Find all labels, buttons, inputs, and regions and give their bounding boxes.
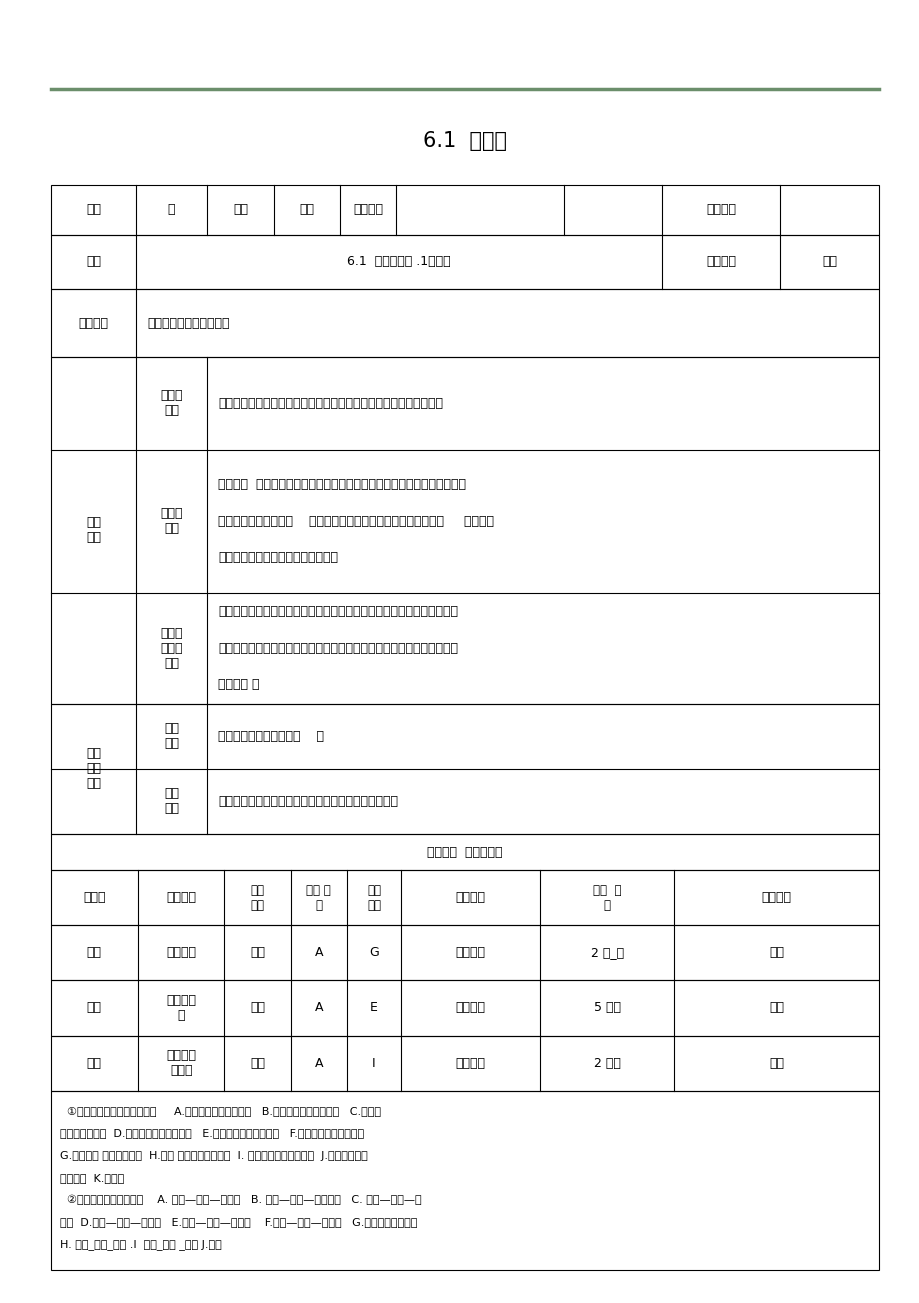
Text: 拓展知识: 拓展知识 <box>455 946 485 959</box>
Text: 图片: 图片 <box>250 946 265 959</box>
Text: 课题: 课题 <box>85 255 101 268</box>
Text: 教学
目标: 教学 目标 <box>85 516 101 545</box>
Bar <box>51 704 878 834</box>
Text: 6.1  平方根（第 .1课时）: 6.1 平方根（第 .1课时） <box>347 255 450 268</box>
Text: 自制: 自制 <box>768 946 783 959</box>
Text: 授课类型: 授课类型 <box>706 255 735 268</box>
Bar <box>51 980 878 1036</box>
Text: 趣与信心 。: 趣与信心 。 <box>218 679 259 691</box>
Text: 下载: 下载 <box>768 1057 783 1070</box>
Text: 课标依据: 课标依据 <box>78 317 108 330</box>
Text: I: I <box>372 1057 375 1070</box>
Text: 科目: 科目 <box>233 203 248 216</box>
Bar <box>51 834 878 870</box>
Text: 掌握算术平方根的概念，能通过开方运算求一个非负数算术平方根。: 掌握算术平方根的概念，能通过开方运算求一个非负数算术平方根。 <box>218 397 443 409</box>
Text: E: E <box>369 1002 378 1014</box>
Text: 法，提高理解能力和语言表达能力。: 法，提高理解能力和语言表达能力。 <box>218 551 337 564</box>
Text: 5 分钟: 5 分钟 <box>593 1002 620 1014</box>
Text: 情感态度
价值观: 情感态度 价值观 <box>166 1049 196 1078</box>
Text: 算术平方根的概念和性质: 算术平方根的概念和性质 <box>147 317 230 330</box>
Text: 2 分钟: 2 分钟 <box>593 1057 620 1070</box>
Text: 证，建立概念：  D.提供示范，正确操作；   E.呼现过程，形成表象；   F.演绎原理，启发思维；: 证，建立概念： D.提供示范，正确操作； E.呼现过程，形成表象； F.演绎原理… <box>60 1128 364 1139</box>
Text: 学习目标: 学习目标 <box>166 891 196 904</box>
Text: A: A <box>314 1002 323 1014</box>
Text: 算术平方根的概念和性质    。: 算术平方根的概念和性质 。 <box>218 730 323 743</box>
Text: 数学: 数学 <box>300 203 314 216</box>
Text: 介绍: 介绍 <box>86 946 102 959</box>
Bar <box>51 1036 878 1091</box>
Text: 准确理解把握概念，将对知识的理解转化为数学技能，鼓励学生积极主动: 准确理解把握概念，将对知识的理解转化为数学技能，鼓励学生积极主动 <box>218 606 458 618</box>
Text: 教学
重点: 教学 重点 <box>164 722 179 751</box>
Bar <box>51 870 878 925</box>
Text: 图片: 图片 <box>250 1057 265 1070</box>
Text: 理解: 理解 <box>86 1057 102 1070</box>
Text: 下载: 下载 <box>768 1002 783 1014</box>
Text: 使用
方式: 使用 方式 <box>367 883 380 912</box>
Text: 教学
难点: 教学 难点 <box>164 787 179 816</box>
Text: 让学生用自己的语言有    条理地、清晰的阐述算术平方根的概念、     意义及求: 让学生用自己的语言有 条理地、清晰的阐述算术平方根的概念、 意义及求 <box>218 515 494 528</box>
Text: 年级: 年级 <box>85 203 101 216</box>
Text: A: A <box>314 946 323 959</box>
Text: 括；  D.讲解—播放—举例；   E.播放—提问—讲解；    F.播放—讨论—总结；   G.边播放、边讲解；: 括； D.讲解—播放—举例； E.播放—提问—讲解； F.播放—讨论—总结； G… <box>60 1217 416 1227</box>
Text: 知识点: 知识点 <box>83 891 106 904</box>
Text: 图片: 图片 <box>250 1002 265 1014</box>
Text: 地参与教与学的整个过程，激发学生求知的欲望，增加学生学习数学的兴: 地参与教与学的整个过程，激发学生求知的欲望，增加学生学习数学的兴 <box>218 642 458 654</box>
Bar <box>51 185 878 235</box>
Text: 习巩固；  K.其它。: 习巩固； K.其它。 <box>60 1173 124 1183</box>
Text: 讲解: 讲解 <box>86 1002 102 1014</box>
Text: 媒体来源: 媒体来源 <box>761 891 790 904</box>
Text: 知识与
技能: 知识与 技能 <box>160 390 183 417</box>
Bar <box>51 357 878 704</box>
Text: H. 设疑_播放_概括 .I  讨论_交流 _总结 J.其他: H. 设疑_播放_概括 .I 讨论_交流 _总结 J.其他 <box>60 1239 221 1250</box>
Text: 知识目标: 知识目标 <box>166 946 196 959</box>
Text: 教学媒体  选择分析表: 教学媒体 选择分析表 <box>426 846 502 859</box>
Bar <box>51 289 878 357</box>
Bar <box>51 925 878 980</box>
Text: A: A <box>314 1057 323 1070</box>
Text: 建立表象: 建立表象 <box>455 1002 485 1014</box>
Text: 教学
重点
难点: 教学 重点 难点 <box>85 747 101 791</box>
Text: 媒体
类型: 媒体 类型 <box>250 883 265 912</box>
Text: G: G <box>369 946 379 959</box>
Text: ①媒体在教学中的作用分为：     A.提供事实，建立经验；   B.创设情境，引发动机；   C.举例验: ①媒体在教学中的作用分为： A.提供事实，建立经验； B.创设情境，引发动机； … <box>60 1106 380 1117</box>
Bar <box>51 1091 878 1270</box>
Text: 2 分_钟: 2 分_钟 <box>590 946 623 959</box>
Text: 授课时间: 授课时间 <box>706 203 735 216</box>
Text: 6.1  平方根: 6.1 平方根 <box>422 130 506 151</box>
Text: 过程与方
法: 过程与方 法 <box>166 994 196 1022</box>
Bar <box>51 235 878 289</box>
Text: 新授: 新授 <box>821 255 836 268</box>
Text: ②媒体的使用方式包括：    A. 设疑—播放—计论；   B. 设疑—播放—一讨论；   C. 讲解—播放—概: ②媒体的使用方式包括： A. 设疑—播放—计论； B. 设疑—播放—一讨论； C… <box>60 1195 421 1205</box>
Text: 七: 七 <box>167 203 176 216</box>
Text: 升华感情: 升华感情 <box>455 1057 485 1070</box>
Text: 所得结论: 所得结论 <box>455 891 485 904</box>
Text: 过程与
方法: 过程与 方法 <box>160 507 183 536</box>
Text: 情感态
度与价
值观: 情感态 度与价 值观 <box>160 627 183 670</box>
Text: 从现实生  活中提出数学问题，在学生已有的基础上建立新旧知识的联系，: 从现实生 活中提出数学问题，在学生已有的基础上建立新旧知识的联系， <box>218 478 466 491</box>
Text: 根据算术平方根的概念正确求出非负数的算术平方根。: 根据算术平方根的概念正确求出非负数的算术平方根。 <box>218 795 398 808</box>
Text: 占用  时
间: 占用 时 间 <box>593 883 620 912</box>
Text: 教学 作
用: 教学 作 用 <box>306 883 331 912</box>
Text: G.设难置疑 ，引起思辨；  H.展示 事例，开阔视野；  I. 欣赏审美，陶冶情操；  J.归纳总结，复: G.设难置疑 ，引起思辨； H.展示 事例，开阔视野； I. 欣赏审美，陶冶情操… <box>60 1151 368 1161</box>
Text: 任课教师: 任课教师 <box>353 203 382 216</box>
